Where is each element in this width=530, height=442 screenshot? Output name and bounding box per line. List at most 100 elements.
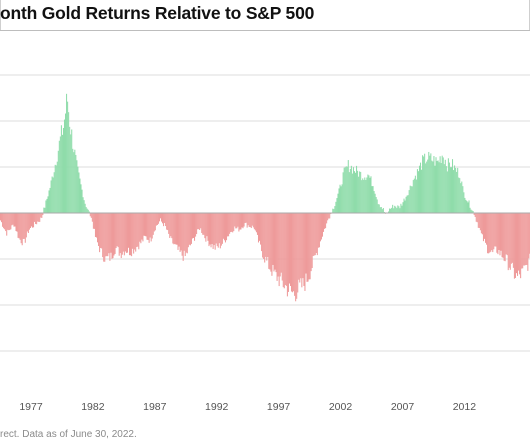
data-bar (458, 177, 460, 213)
data-bar (334, 206, 336, 213)
data-bar (128, 213, 131, 256)
data-bar (152, 213, 154, 235)
data-bar (250, 213, 252, 229)
data-bar (132, 213, 134, 249)
data-bar (350, 165, 352, 213)
data-bar (413, 178, 415, 213)
data-bar (101, 213, 103, 249)
data-bar (403, 198, 405, 213)
data-bar (293, 213, 295, 292)
data-bar (22, 213, 24, 239)
data-bar (111, 213, 113, 259)
data-bar (527, 213, 529, 271)
data-bar (204, 213, 206, 239)
data-bar (363, 179, 365, 213)
data-bar (183, 213, 185, 251)
data-bar (148, 213, 150, 243)
data-bar (19, 213, 21, 240)
data-bar (180, 213, 182, 251)
data-bar (446, 171, 448, 213)
data-bar (39, 213, 41, 222)
data-bar (157, 213, 159, 224)
data-bar (487, 213, 489, 254)
data-bar (518, 213, 520, 271)
data-bar (380, 207, 382, 213)
data-bar (260, 213, 262, 245)
data-bar (364, 177, 366, 213)
data-bar (24, 213, 26, 243)
data-bar (464, 197, 466, 213)
data-bar (40, 213, 42, 218)
data-bar (87, 209, 89, 213)
data-bar (416, 169, 418, 213)
data-bar (449, 167, 451, 213)
data-bar (395, 206, 397, 213)
data-bar (352, 167, 354, 213)
data-bar (4, 213, 6, 230)
data-bar (176, 213, 178, 245)
data-bar (205, 213, 207, 242)
data-bar (460, 183, 462, 213)
data-bar (74, 149, 76, 213)
data-bar (135, 213, 137, 252)
data-bar (502, 213, 504, 258)
data-bar (244, 213, 246, 224)
data-bar (47, 196, 49, 213)
data-bar (1, 213, 3, 223)
data-bar (309, 213, 311, 280)
data-bar (246, 213, 248, 228)
data-bar (445, 166, 447, 213)
data-bar (37, 213, 39, 222)
data-bar (438, 162, 440, 213)
data-bar (63, 119, 66, 213)
data-bar (255, 213, 257, 233)
data-bar (369, 177, 371, 213)
data-bar (70, 134, 72, 213)
data-bar (79, 178, 81, 213)
data-bar (324, 213, 326, 229)
data-bar (72, 148, 74, 213)
data-bar (507, 213, 509, 271)
data-bar (361, 180, 363, 213)
data-bar (461, 181, 463, 213)
data-bar (137, 213, 139, 247)
data-bar (269, 213, 271, 270)
data-bar (318, 213, 320, 248)
data-bar (198, 213, 200, 230)
data-bar (345, 166, 347, 213)
data-bar (80, 184, 82, 213)
data-bar (151, 213, 153, 239)
data-bar (178, 213, 180, 247)
data-bar (196, 213, 198, 235)
data-bar (517, 213, 519, 276)
data-bar (479, 213, 481, 231)
data-bar (370, 176, 372, 213)
data-bar (191, 213, 193, 239)
data-bar (14, 213, 16, 227)
data-bar (305, 213, 307, 274)
data-bar (206, 213, 208, 237)
data-bar (210, 213, 212, 248)
data-bar (417, 171, 419, 213)
data-bar (429, 155, 431, 213)
data-bar (346, 166, 348, 213)
data-bar (15, 213, 17, 232)
data-bar (275, 213, 277, 273)
data-bar (420, 162, 422, 213)
data-bar (378, 204, 380, 213)
data-bar (217, 213, 219, 248)
data-bar (432, 161, 434, 213)
data-bar (424, 153, 426, 213)
data-bar (488, 213, 490, 254)
data-bar (34, 213, 36, 222)
data-bar (283, 213, 285, 289)
data-bar (9, 213, 11, 230)
data-bar (423, 156, 425, 213)
data-bar (300, 213, 302, 279)
data-bar (7, 213, 9, 230)
data-bar (494, 213, 496, 247)
data-bar (55, 165, 57, 213)
data-bar (447, 158, 449, 213)
data-bar (390, 208, 392, 213)
data-bar (211, 213, 213, 245)
